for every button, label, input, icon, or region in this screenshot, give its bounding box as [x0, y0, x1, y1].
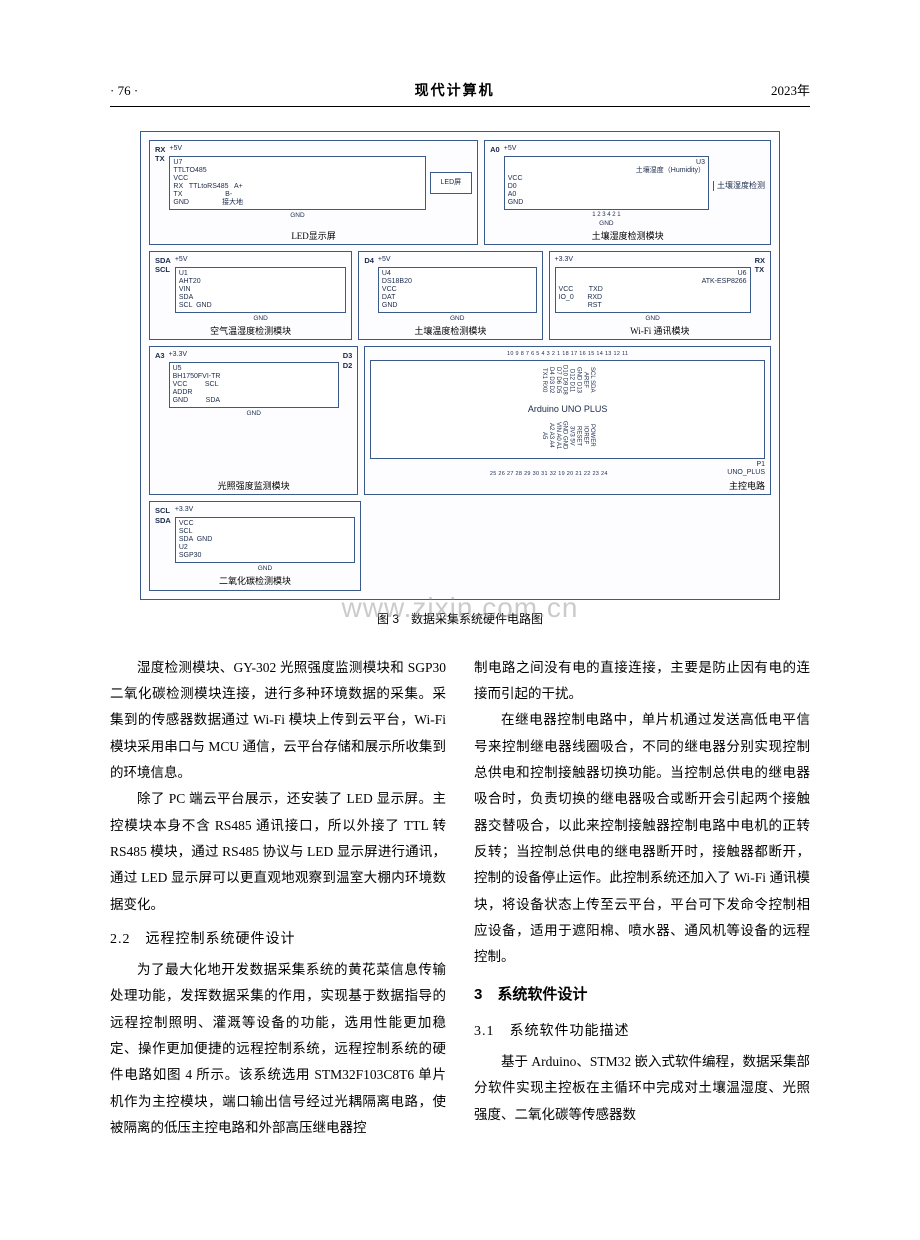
body-text: 湿度检测模块、GY-302 光照强度监测模块和 SGP30 二氧化碳检测模块连接…: [110, 655, 810, 1142]
pin-nums-top: 10 9 8 7 6 5 4 3 2 1 18 17 16 15 14 13 1…: [370, 351, 765, 358]
chip-name: U4 DS18B20: [382, 270, 533, 286]
side-label: 土壤湿度检测: [713, 181, 765, 191]
v-label: +3.3V: [175, 506, 355, 515]
pins-top: SCL SDA AREF GND D13 D12 D11 D10 D9 D8 D…: [540, 365, 595, 395]
gnd-label: GND: [175, 565, 355, 573]
module-label: 空气温湿度检测模块: [155, 326, 346, 337]
paragraph: 在继电器控制电路中，单片机通过发送高低电平信号来控制继电器线圈吸合，不同的继电器…: [474, 707, 810, 970]
chip-bh1750: U5 BH1750FVI-TR VCC SCL ADDR GND SDA: [169, 362, 339, 408]
v-label: +5V: [169, 145, 425, 154]
pin-nums-bot: 25 26 27 28 29 30 31 32 19 20 21 22 23 2…: [370, 471, 727, 478]
module-led: RX TX +5V U7 TTLTO485 VCC RX TTLtoRS485 …: [149, 140, 478, 245]
v-label: +5V: [378, 256, 537, 265]
port-sda-scl: SDA SCL: [155, 256, 171, 323]
chip-humidity: U3 土壤湿度（Humidity） VCC D0 A0 GND: [504, 156, 709, 210]
port-d4: D4: [364, 256, 374, 323]
page-header: · 76 · 现代计算机 2023年: [110, 80, 810, 107]
port-a0: A0: [490, 145, 500, 154]
chip-esp8266: U6 ATK-ESP8266 VCC TXD IO_0 RXD RST: [555, 267, 751, 313]
v-label: +5V: [175, 256, 346, 265]
module-wifi: +3.3V U6 ATK-ESP8266 VCC TXD IO_0 RXD RS…: [549, 251, 771, 340]
port-scl-sda: SCL SDA: [155, 506, 171, 573]
chip-pins: VIN SDA SCL GND: [179, 286, 342, 310]
module-co2: SCL SDA +3.3V VCC SCL SDA GND U2 SGP30 G…: [149, 501, 361, 590]
chip-pins: VCC SCL ADDR GND SDA: [173, 381, 335, 405]
module-label: Wi-Fi 通讯模块: [555, 326, 765, 337]
subsection-heading: 3.1 系统软件功能描述: [474, 1018, 810, 1045]
module-label: 主控电路: [370, 481, 765, 492]
port-a3: A3: [155, 351, 165, 418]
chip-name: Arduino UNO PLUS: [373, 404, 762, 414]
led-screen-box: LED屏: [430, 172, 473, 194]
chip-pins: VCC D0 A0 GND: [508, 175, 705, 207]
port-d3-d2: D3 D2: [343, 351, 353, 418]
gnd-label: GND: [169, 410, 339, 418]
chip-name: U2 SGP30: [179, 544, 351, 560]
v-label: +3.3V: [169, 351, 339, 360]
paragraph: 为了最大化地开发数据采集系统的黄花菜信息传输处理功能，发挥数据采集的作用，实现基…: [110, 957, 446, 1141]
paragraph: 湿度检测模块、GY-302 光照强度监测模块和 SGP30 二氧化碳检测模块连接…: [110, 655, 446, 787]
section-heading: 3 系统软件设计: [474, 980, 810, 1009]
port-p1: P1 UNO_PLUS: [727, 461, 765, 479]
paragraph: 制电路之间没有电的直接连接，主要是防止因有电的连接而引起的干扰。: [474, 655, 810, 708]
port-rx-tx: RX TX: [755, 256, 765, 323]
pin-nums: 1 2 3 4 2 1: [504, 212, 709, 220]
module-label: 二氧化碳检测模块: [155, 576, 355, 587]
pins-bot: POWER IOREF RESET 3V3 5V GND GND VIN A0 …: [540, 421, 595, 451]
module-label: 光照强度监测模块: [155, 481, 352, 492]
chip-pins: VCC RX TTLtoRS485 A+ TX B- GND 接大地: [173, 175, 421, 207]
chip-arduino: SCL SDA AREF GND D13 D12 D11 D10 D9 D8 D…: [370, 360, 765, 458]
chip-sgp30: VCC SCL SDA GND U2 SGP30: [175, 517, 355, 563]
chip-name: U7 TTLTO485: [173, 159, 421, 175]
paragraph: 基于 Arduino、STM32 嵌入式软件编程，数据采集部分软件实现主控板在主…: [474, 1049, 810, 1128]
chip-name: U5 BH1750FVI-TR: [173, 365, 335, 381]
module-light: A3 +3.3V U5 BH1750FVI-TR VCC SCL ADDR GN…: [149, 346, 358, 495]
module-soil-temp: D4 +5V U4 DS18B20 VCC DAT GND GND 土壤温度检测…: [358, 251, 542, 340]
chip-name: U1 AHT20: [179, 270, 342, 286]
chip-ds18b20: U4 DS18B20 VCC DAT GND: [378, 267, 537, 313]
module-label: 土壤湿度检测模块: [490, 231, 765, 242]
chip-name: U6 ATK-ESP8266: [559, 270, 747, 286]
figure-caption: 图 3 数据采集系统硬件电路图: [110, 610, 810, 627]
gnd-label: GND: [378, 315, 537, 323]
chip-pins: VCC DAT GND: [382, 286, 533, 310]
module-label: LED显示屏: [155, 231, 472, 242]
gnd-label: GND: [504, 220, 709, 228]
subsection-heading: 2.2 远程控制系统硬件设计: [110, 926, 446, 953]
gnd-label: GND: [555, 315, 751, 323]
gnd-label: GND: [169, 212, 425, 220]
module-label: 土壤温度检测模块: [364, 326, 536, 337]
chip-pins: VCC SCL SDA GND: [179, 520, 351, 544]
chip-ttlto485: U7 TTLTO485 VCC RX TTLtoRS485 A+ TX B- G…: [169, 156, 425, 210]
journal-title: 现代计算机: [415, 80, 495, 100]
v-label: +5V: [504, 145, 709, 154]
chip-aht20: U1 AHT20 VIN SDA SCL GND: [175, 267, 346, 313]
chip-pins: VCC TXD IO_0 RXD RST: [559, 286, 747, 310]
gnd-label: GND: [175, 315, 346, 323]
v-label: +3.3V: [555, 256, 751, 265]
module-air-th: SDA SCL +5V U1 AHT20 VIN SDA SCL GND GND…: [149, 251, 352, 340]
paragraph: 除了 PC 端云平台展示，还安装了 LED 显示屏。主控模块本身不含 RS485…: [110, 786, 446, 918]
page-number: · 76 ·: [110, 83, 138, 99]
circuit-diagram: RX TX +5V U7 TTLTO485 VCC RX TTLtoRS485 …: [140, 131, 780, 600]
port-rx-tx: RX TX: [155, 145, 165, 164]
chip-name: U3 土壤湿度（Humidity）: [508, 159, 705, 175]
module-soil-humidity: A0 +5V U3 土壤湿度（Humidity） VCC D0 A0 GND 1…: [484, 140, 771, 245]
module-arduino: 10 9 8 7 6 5 4 3 2 1 18 17 16 15 14 13 1…: [364, 346, 771, 495]
year: 2023年: [771, 80, 810, 99]
